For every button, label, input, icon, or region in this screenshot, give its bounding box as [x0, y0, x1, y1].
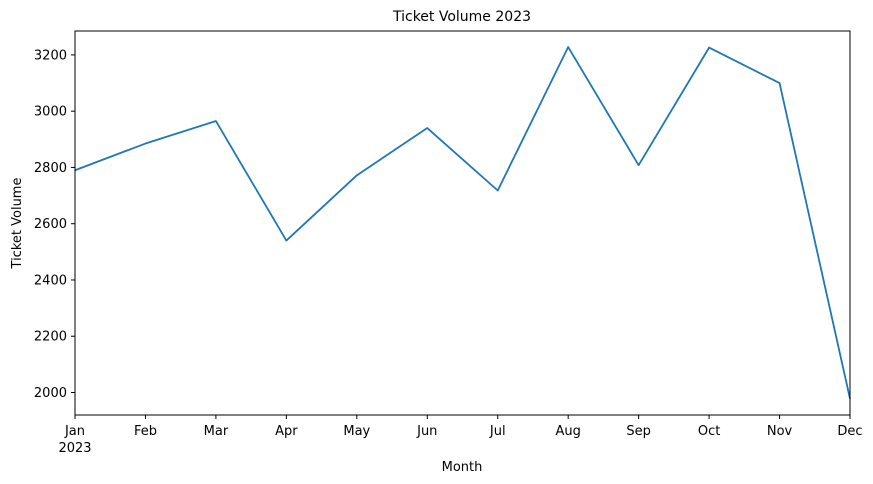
- plot-frame: [74, 30, 851, 416]
- x-tick-label: Oct: [698, 424, 720, 439]
- x-tick-label: Feb: [134, 424, 157, 439]
- x-tick-label: Mar: [204, 424, 229, 439]
- y-tick-label: 2000: [34, 386, 67, 401]
- x-axis-label: Month: [442, 460, 483, 475]
- y-tick-label: 3000: [34, 105, 67, 120]
- x-tick-label: Dec: [837, 424, 862, 439]
- y-tick-label: 2200: [34, 330, 67, 345]
- x-tick-label: Apr: [275, 424, 298, 439]
- x-tick-label: Jan: [64, 424, 85, 439]
- x-tick-label: Nov: [767, 424, 793, 439]
- chart-title: Ticket Volume 2023: [392, 9, 531, 25]
- series-line: [74, 46, 851, 399]
- x-tick-label: Jun: [416, 424, 437, 439]
- x-tick-label: Aug: [555, 424, 580, 439]
- x-tick-label: Sep: [626, 424, 651, 439]
- y-tick-label: 2600: [34, 217, 67, 232]
- y-tick-label: 2400: [34, 273, 67, 288]
- y-tick-label: 3200: [34, 48, 67, 63]
- y-tick-label: 2800: [34, 161, 67, 176]
- x-year-label: 2023: [58, 441, 91, 456]
- y-axis-label: Ticket Volume: [10, 178, 25, 270]
- x-tick-label: Jul: [489, 424, 506, 439]
- x-tick-label: May: [343, 424, 370, 439]
